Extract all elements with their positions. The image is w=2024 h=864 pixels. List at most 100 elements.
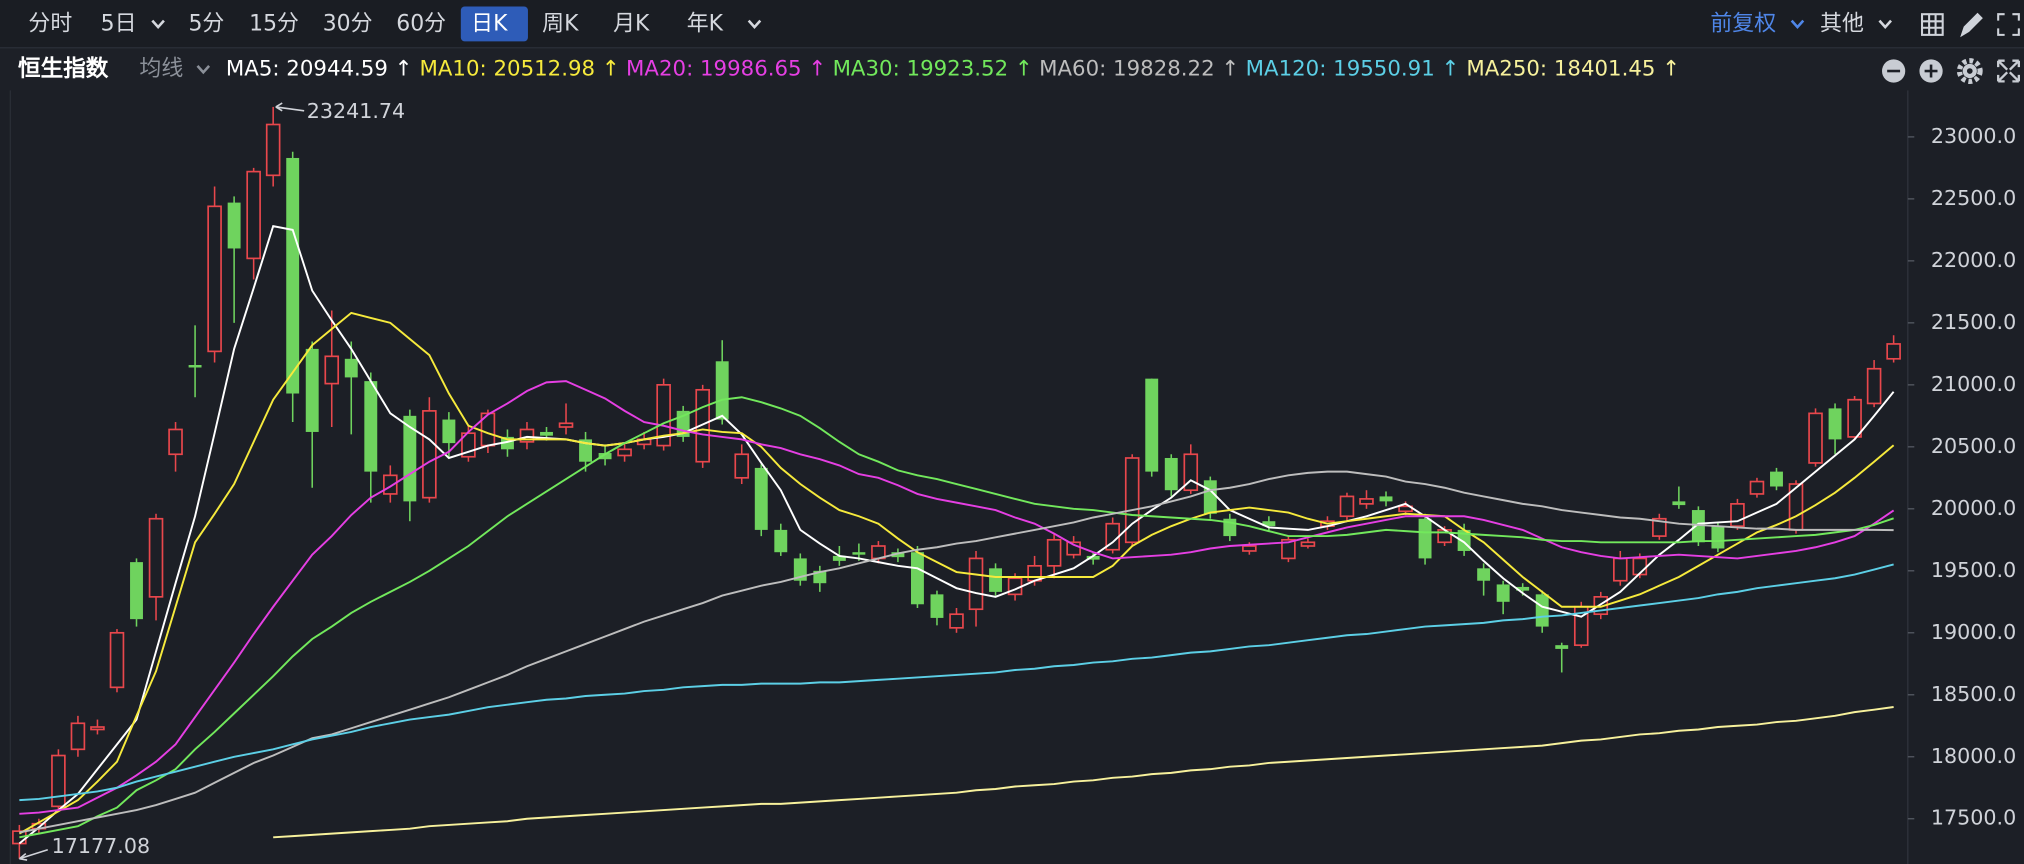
candle-body bbox=[1730, 503, 1745, 528]
candle-body bbox=[910, 552, 924, 605]
max-label: 23241.74 bbox=[307, 99, 405, 123]
period-tab[interactable]: 月K bbox=[613, 12, 650, 37]
candle-body bbox=[930, 594, 944, 618]
legend-entry: MA20: 19986.65 ↑ bbox=[626, 57, 826, 82]
period-tab[interactable]: 年K bbox=[687, 12, 724, 37]
period-tab[interactable]: 5日 bbox=[101, 12, 137, 37]
candle-body bbox=[207, 205, 222, 353]
candle-body bbox=[1418, 518, 1432, 559]
ma-line bbox=[273, 706, 1894, 839]
zoom-in-icon[interactable] bbox=[1919, 59, 1943, 83]
adjust-menu[interactable]: 前复权 bbox=[1710, 12, 1776, 37]
candle-body bbox=[1770, 471, 1783, 487]
candle-body bbox=[1691, 510, 1705, 543]
fullscreen-icon[interactable] bbox=[1997, 13, 2020, 36]
candle-body bbox=[558, 422, 574, 428]
candle-body bbox=[1379, 496, 1393, 502]
candle-body bbox=[949, 613, 964, 629]
ma-line bbox=[18, 311, 1895, 835]
legend-entry: MA250: 18401.45 ↑ bbox=[1466, 57, 1680, 82]
candle-body bbox=[715, 361, 729, 420]
toolbar-icons bbox=[1920, 12, 2020, 38]
y-tick-label: 18000.0 bbox=[1931, 744, 2016, 768]
candle-body bbox=[1496, 584, 1510, 602]
candle-body bbox=[324, 355, 340, 385]
legend-entry: MA120: 19550.91 ↑ bbox=[1246, 57, 1460, 82]
period-tab[interactable]: 15分 bbox=[249, 12, 299, 37]
dropdown-chevron bbox=[151, 19, 165, 30]
y-tick-label: 20000.0 bbox=[1931, 496, 2016, 520]
legend-entry: MA10: 20512.98 ↑ bbox=[420, 57, 620, 82]
min-label: 17177.08 bbox=[52, 834, 150, 858]
min-arrow bbox=[18, 849, 48, 861]
indicator-menu[interactable]: 均线 bbox=[139, 57, 183, 82]
y-tick-label: 22500.0 bbox=[1931, 186, 2016, 210]
candle-body bbox=[989, 568, 1002, 592]
draw-icon[interactable] bbox=[1960, 12, 1983, 38]
candle-body bbox=[1828, 408, 1842, 440]
ma-line bbox=[19, 396, 1894, 839]
layout-icon[interactable] bbox=[1920, 13, 1944, 36]
candle-body bbox=[579, 439, 593, 462]
period-tab[interactable]: 60分 bbox=[396, 12, 446, 37]
y-tick-label: 20500.0 bbox=[1931, 434, 2016, 458]
candle-body bbox=[617, 448, 632, 457]
candle-body bbox=[305, 348, 319, 432]
period-tab[interactable]: 周K bbox=[542, 12, 579, 37]
more-menu[interactable]: 其他 bbox=[1820, 12, 1864, 37]
max-arrow bbox=[275, 102, 305, 112]
candle-body bbox=[1535, 594, 1549, 627]
expand-icon[interactable] bbox=[1997, 59, 2020, 83]
candle-body bbox=[168, 428, 183, 456]
candle-body bbox=[1124, 457, 1140, 544]
period-tab[interactable]: 5分 bbox=[188, 12, 224, 37]
candle-body bbox=[832, 555, 846, 561]
zoom-out-icon[interactable] bbox=[1882, 59, 1906, 83]
candle-body bbox=[1749, 480, 1765, 495]
dropdown-chevron bbox=[196, 65, 211, 75]
active-period-button bbox=[460, 6, 528, 42]
candle-body bbox=[968, 557, 984, 611]
period-tab[interactable]: 30分 bbox=[323, 12, 373, 37]
candle-body bbox=[403, 415, 417, 502]
candle-body bbox=[265, 123, 281, 177]
candle-body bbox=[1886, 343, 1901, 360]
y-tick-label: 21500.0 bbox=[1931, 310, 2016, 334]
candle-body bbox=[1613, 557, 1628, 582]
candle-body bbox=[286, 157, 300, 394]
candle-body bbox=[442, 419, 456, 444]
candle-body bbox=[90, 726, 105, 731]
candle-body bbox=[1281, 538, 1296, 560]
candle-body bbox=[754, 467, 768, 530]
y-tick-label: 23000.0 bbox=[1931, 124, 2016, 148]
y-tick-label: 18500.0 bbox=[1931, 682, 2016, 706]
candle-body bbox=[540, 431, 553, 436]
candle-body bbox=[1808, 412, 1823, 464]
dropdown-chevron bbox=[747, 19, 762, 30]
legend-entry: MA60: 19828.22 ↑ bbox=[1039, 57, 1239, 82]
panel-icons bbox=[1882, 58, 2020, 84]
candle-body bbox=[1086, 555, 1100, 560]
y-tick-label: 17500.0 bbox=[1931, 806, 2016, 830]
candle-body bbox=[1477, 568, 1491, 581]
candle-body bbox=[774, 529, 788, 553]
candle-body bbox=[1516, 586, 1530, 591]
y-tick-label: 19000.0 bbox=[1931, 620, 2016, 644]
candle-body bbox=[1046, 538, 1062, 567]
candle-body bbox=[70, 722, 86, 751]
candle-body bbox=[1203, 480, 1217, 514]
period-tab[interactable]: 日K bbox=[471, 12, 508, 37]
candle-body bbox=[51, 754, 66, 808]
candle-body bbox=[813, 570, 827, 584]
candle-body bbox=[148, 517, 164, 598]
settings-icon[interactable] bbox=[1956, 58, 1983, 84]
period-tab[interactable]: 分时 bbox=[28, 12, 72, 37]
dropdown-chevron bbox=[1790, 19, 1805, 30]
chart-title: 恒生指数 bbox=[18, 56, 109, 82]
candle-body bbox=[1262, 521, 1276, 527]
candle-body bbox=[364, 381, 378, 472]
candle-body bbox=[1652, 517, 1667, 537]
